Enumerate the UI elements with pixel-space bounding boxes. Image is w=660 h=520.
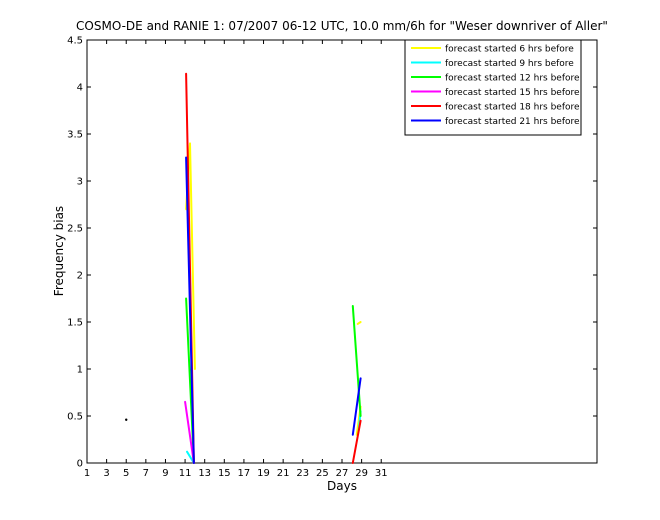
y-tick-label: 3 [77,177,83,188]
y-tick-label: 2 [77,271,83,282]
x-tick-label: 27 [336,468,349,479]
series-line-4-segment-1 [184,400,195,464]
x-tick-label: 11 [179,468,192,479]
series-line-1-segment-2 [356,321,362,325]
x-tick-label: 9 [162,468,168,479]
y-tick-label: 2.5 [67,224,83,235]
x-tick-label: 21 [277,468,290,479]
series-line-3-segment-2 [351,305,362,417]
y-axis-label: Frequency bias [52,206,66,296]
x-tick-label: 13 [198,468,211,479]
plot-area: 1 3 5 7 9 11 13 15 17 19 21 23 25 27 29 3100.511.522.53… [67,36,598,479]
series-line-6-segment-2 [351,377,362,436]
x-tick-label: 15 [218,468,231,479]
y-tick-label: 1 [77,365,83,376]
x-tick-label: 25 [316,468,329,479]
x-tick-label: 31 [375,468,388,479]
x-tick-label: 19 [257,468,270,479]
x-tick-label: 7 [143,468,149,479]
legend-label-1: forecast started 6 hrs before [445,45,574,55]
y-tick-label: 0.5 [67,412,83,423]
x-tick-label: 29 [355,468,368,479]
y-tick-label: 0 [77,459,83,470]
legend-label-6: forecast started 21 hrs before [445,117,580,127]
legend-label-3: forecast started 12 hrs before [445,74,580,84]
legend: forecast started 6 hrs before forecast st… [404,39,582,136]
x-tick-label: 23 [296,468,309,479]
y-tick-label: 3.5 [67,130,83,141]
legend-label-2: forecast started 9 hrs before [445,59,574,69]
legend-label-4: forecast started 15 hrs before [445,88,580,98]
y-tick-label: 4 [77,83,83,94]
legend-box [404,39,582,136]
legend-label-5: forecast started 18 hrs before [445,103,580,113]
data-point [125,418,128,421]
series-line-6-segment-1 [185,156,195,464]
series-line-5-segment-2 [351,419,362,464]
x-tick-label: 5 [123,468,129,479]
x-tick-label: 3 [103,468,109,479]
x-tick-label: 1 [84,468,90,479]
chart-title: COSMO-DE and RANIE 1: 07/2007 06-12 UTC,… [76,19,608,33]
x-axis-label: Days [327,479,357,493]
y-tick-label: 1.5 [67,318,83,329]
y-tick-label: 4.5 [67,36,83,47]
x-tick-label: 17 [238,468,251,479]
